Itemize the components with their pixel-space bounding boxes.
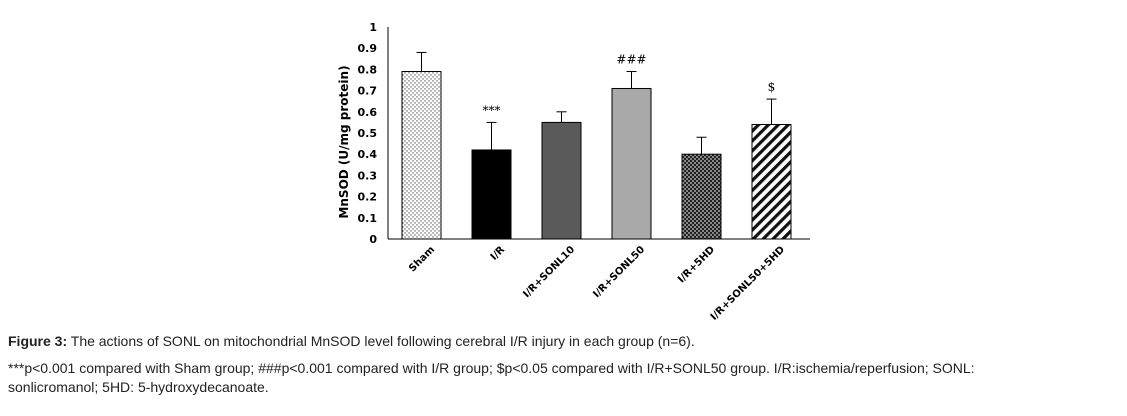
significance-annotation: *** [483,103,501,117]
y-tick-label: 1 [369,21,377,34]
category-labels: Sham I/R I/R+SONL10 I/R+SONL50 I/R+5HDI/R+SO… [407,244,787,323]
significance-annotation: $ [768,80,776,94]
y-tick-label: 0.6 [358,106,378,119]
y-tick-label: 0.3 [358,169,378,182]
bar-i-r-sonl10 [541,121,582,240]
category-label: I/R [489,244,508,263]
figure-title: The actions of SONL on mitochondrial MnS… [67,333,695,349]
bar-chart: MnSOD (U/mg protein) 0 0.1 0.2 0.3 0.4 0.5 0.6… [337,21,810,323]
y-tick-label: 0.5 [358,127,378,140]
bar-i-r-5hd [681,153,722,240]
figure-caption-title: Figure 3: The actions of SONL on mitocho… [8,333,1108,349]
bars: *** ### $ [401,51,792,240]
significance-annotation: ### [616,53,646,67]
y-ticks: 0 0.1 0.2 0.3 0.4 0.5 0.6 0.7 0.8 0.9 1 [358,21,378,246]
category-label: I/R+SONL50+5HD [709,244,787,322]
bar-i-r-sonl50-5hd [751,124,792,240]
figure-caption-notes: ***p<0.001 compared with Sham group; ###… [8,359,1108,397]
category-label: I/R+SONL10 [521,244,577,300]
y-axis-label: MnSOD (U/mg protein) [337,65,351,218]
y-tick-label: 0.7 [358,85,378,98]
bar-i-r-sonl50 [611,87,652,240]
caption-note-line-1: ***p<0.001 compared with Sham group; ###… [8,360,975,376]
y-tick-label: 0.8 [358,63,378,76]
y-tick-label: 0.9 [358,42,378,55]
figure-label: Figure 3: [8,333,68,349]
caption-note-line-2: sonlicromanol; 5HD: 5-hydroxydecanoate. [8,379,269,395]
y-tick-label: 0.1 [358,212,378,225]
y-tick-label: 0 [369,233,377,246]
category-label: I/R+5HD [676,244,717,285]
category-label: Sham [407,244,437,274]
y-tick-label: 0.4 [358,148,378,161]
y-tick-label: 0.2 [358,191,378,204]
category-label: I/R+SONL50 [591,244,647,300]
bar-i-r [471,149,512,240]
bar-sham [401,71,442,240]
